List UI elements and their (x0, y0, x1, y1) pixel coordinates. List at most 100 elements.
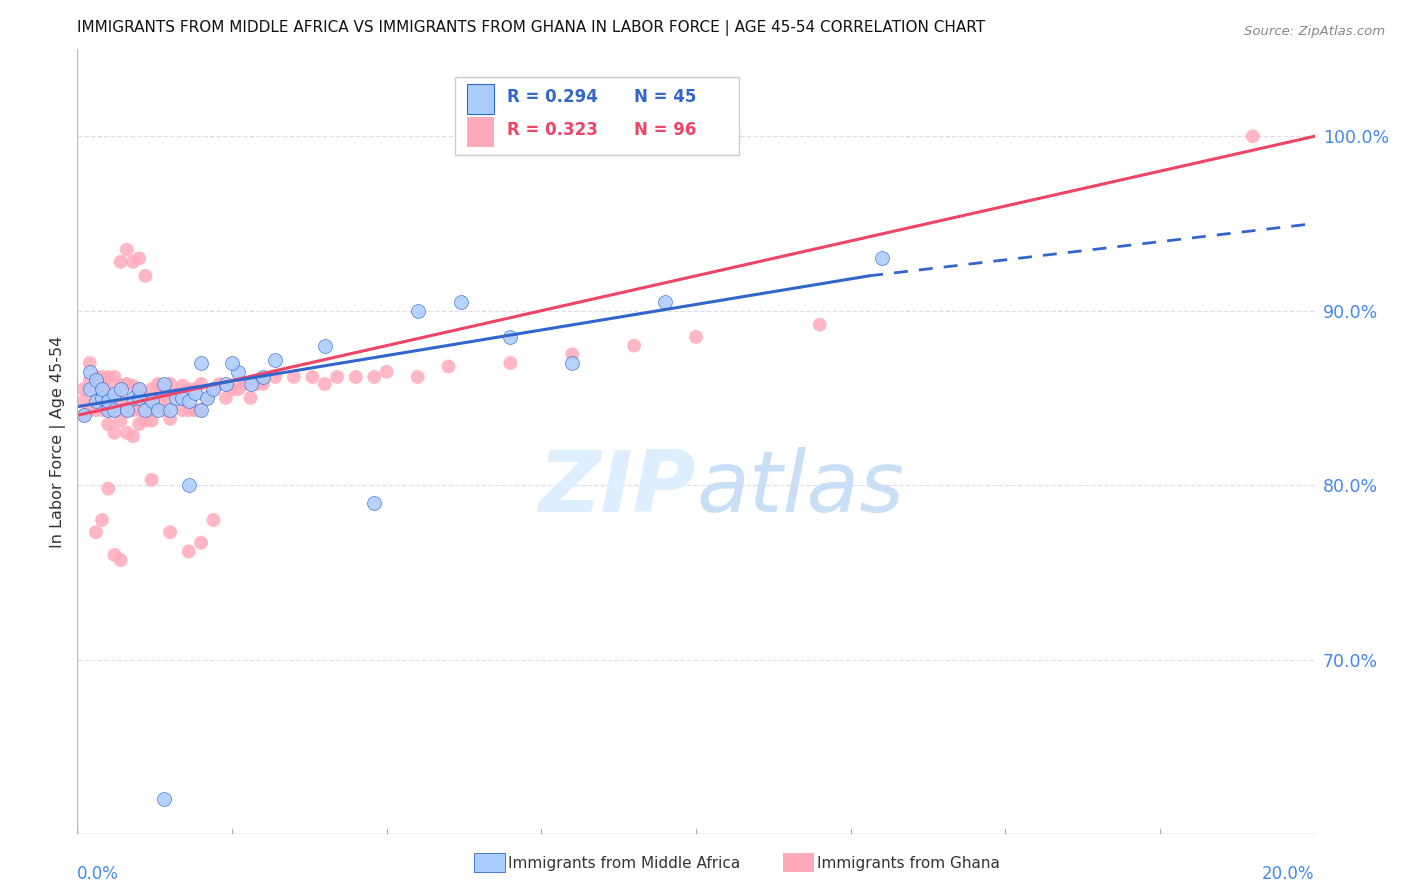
Point (103, 425, 125, 440)
Point (91, 370, 114, 384)
Point (79, 382, 101, 396)
Point (110, 382, 132, 396)
Point (159, 376, 181, 391)
Point (146, 394, 169, 409)
Point (128, 252, 150, 266)
Point (110, 255, 132, 269)
Point (153, 792, 176, 806)
Point (233, 376, 256, 391)
Point (103, 391, 125, 405)
Point (91, 513, 114, 527)
Point (122, 403, 145, 417)
Text: 20.0%: 20.0% (1263, 865, 1315, 883)
Point (195, 391, 218, 405)
Point (146, 403, 169, 417)
Point (103, 403, 125, 417)
Point (72, 409, 94, 423)
Text: N = 45: N = 45 (634, 88, 696, 106)
Point (97, 417, 120, 431)
Point (115, 403, 138, 417)
Point (115, 425, 138, 440)
Bar (454, 77, 740, 155)
Point (177, 478, 200, 492)
Point (172, 378, 194, 392)
Point (808, 318, 831, 332)
Point (146, 376, 169, 391)
Point (141, 473, 163, 487)
Point (84, 382, 107, 396)
Point (84, 394, 107, 409)
Text: Immigrants from Ghana: Immigrants from Ghana (817, 856, 1000, 871)
Bar (467, 85, 495, 114)
Point (221, 382, 243, 396)
Point (326, 370, 349, 384)
Text: IMMIGRANTS FROM MIDDLE AFRICA VS IMMIGRANTS FROM GHANA IN LABOR FORCE | AGE 45-5: IMMIGRANTS FROM MIDDLE AFRICA VS IMMIGRA… (77, 21, 986, 37)
Point (159, 412, 181, 426)
Text: Source: ZipAtlas.com: Source: ZipAtlas.com (1244, 25, 1385, 38)
Point (91, 394, 114, 409)
Point (97, 482, 120, 496)
Bar (467, 118, 495, 147)
Point (97, 382, 120, 396)
Point (499, 330, 522, 344)
Point (115, 376, 138, 391)
Point (499, 356, 522, 370)
Point (239, 376, 262, 391)
Point (103, 548, 125, 562)
Text: atlas: atlas (696, 447, 904, 530)
Point (561, 356, 583, 370)
Point (202, 382, 225, 396)
Point (72, 409, 94, 423)
Point (165, 387, 187, 401)
Point (84, 370, 107, 384)
Y-axis label: In Labor Force | Age 45-54: In Labor Force | Age 45-54 (51, 335, 66, 548)
Point (437, 359, 460, 374)
Point (208, 376, 231, 391)
Point (190, 403, 212, 417)
Point (84, 403, 107, 417)
Point (141, 382, 163, 396)
Point (134, 403, 156, 417)
Point (141, 394, 163, 409)
Point (103, 387, 125, 401)
Point (264, 352, 287, 367)
Point (110, 378, 132, 392)
Point (134, 414, 156, 428)
Point (91, 382, 114, 396)
Point (184, 385, 207, 400)
Point (221, 356, 243, 370)
Point (91, 391, 114, 405)
Point (184, 403, 207, 417)
Point (153, 387, 176, 401)
Point (128, 403, 150, 417)
Point (153, 403, 176, 417)
Text: R = 0.294: R = 0.294 (506, 88, 598, 106)
Point (363, 495, 385, 509)
Text: ZIP: ZIP (538, 447, 696, 530)
Point (246, 376, 269, 391)
Point (314, 338, 336, 352)
Point (406, 370, 429, 384)
Point (1241, 129, 1264, 144)
Point (97, 403, 120, 417)
Point (72, 394, 94, 409)
Point (122, 391, 145, 405)
Point (172, 403, 194, 417)
Point (159, 403, 181, 417)
Point (202, 382, 225, 396)
Point (184, 382, 207, 396)
Point (84, 525, 107, 540)
Point (103, 403, 125, 417)
Point (406, 303, 429, 318)
Point (79, 374, 101, 388)
Point (195, 391, 218, 405)
Point (561, 347, 583, 361)
Point (215, 376, 238, 391)
Point (79, 365, 101, 379)
Point (159, 525, 181, 540)
Point (97, 403, 120, 417)
Point (110, 553, 132, 567)
Point (84, 374, 107, 388)
Point (110, 414, 132, 428)
Point (91, 378, 114, 392)
